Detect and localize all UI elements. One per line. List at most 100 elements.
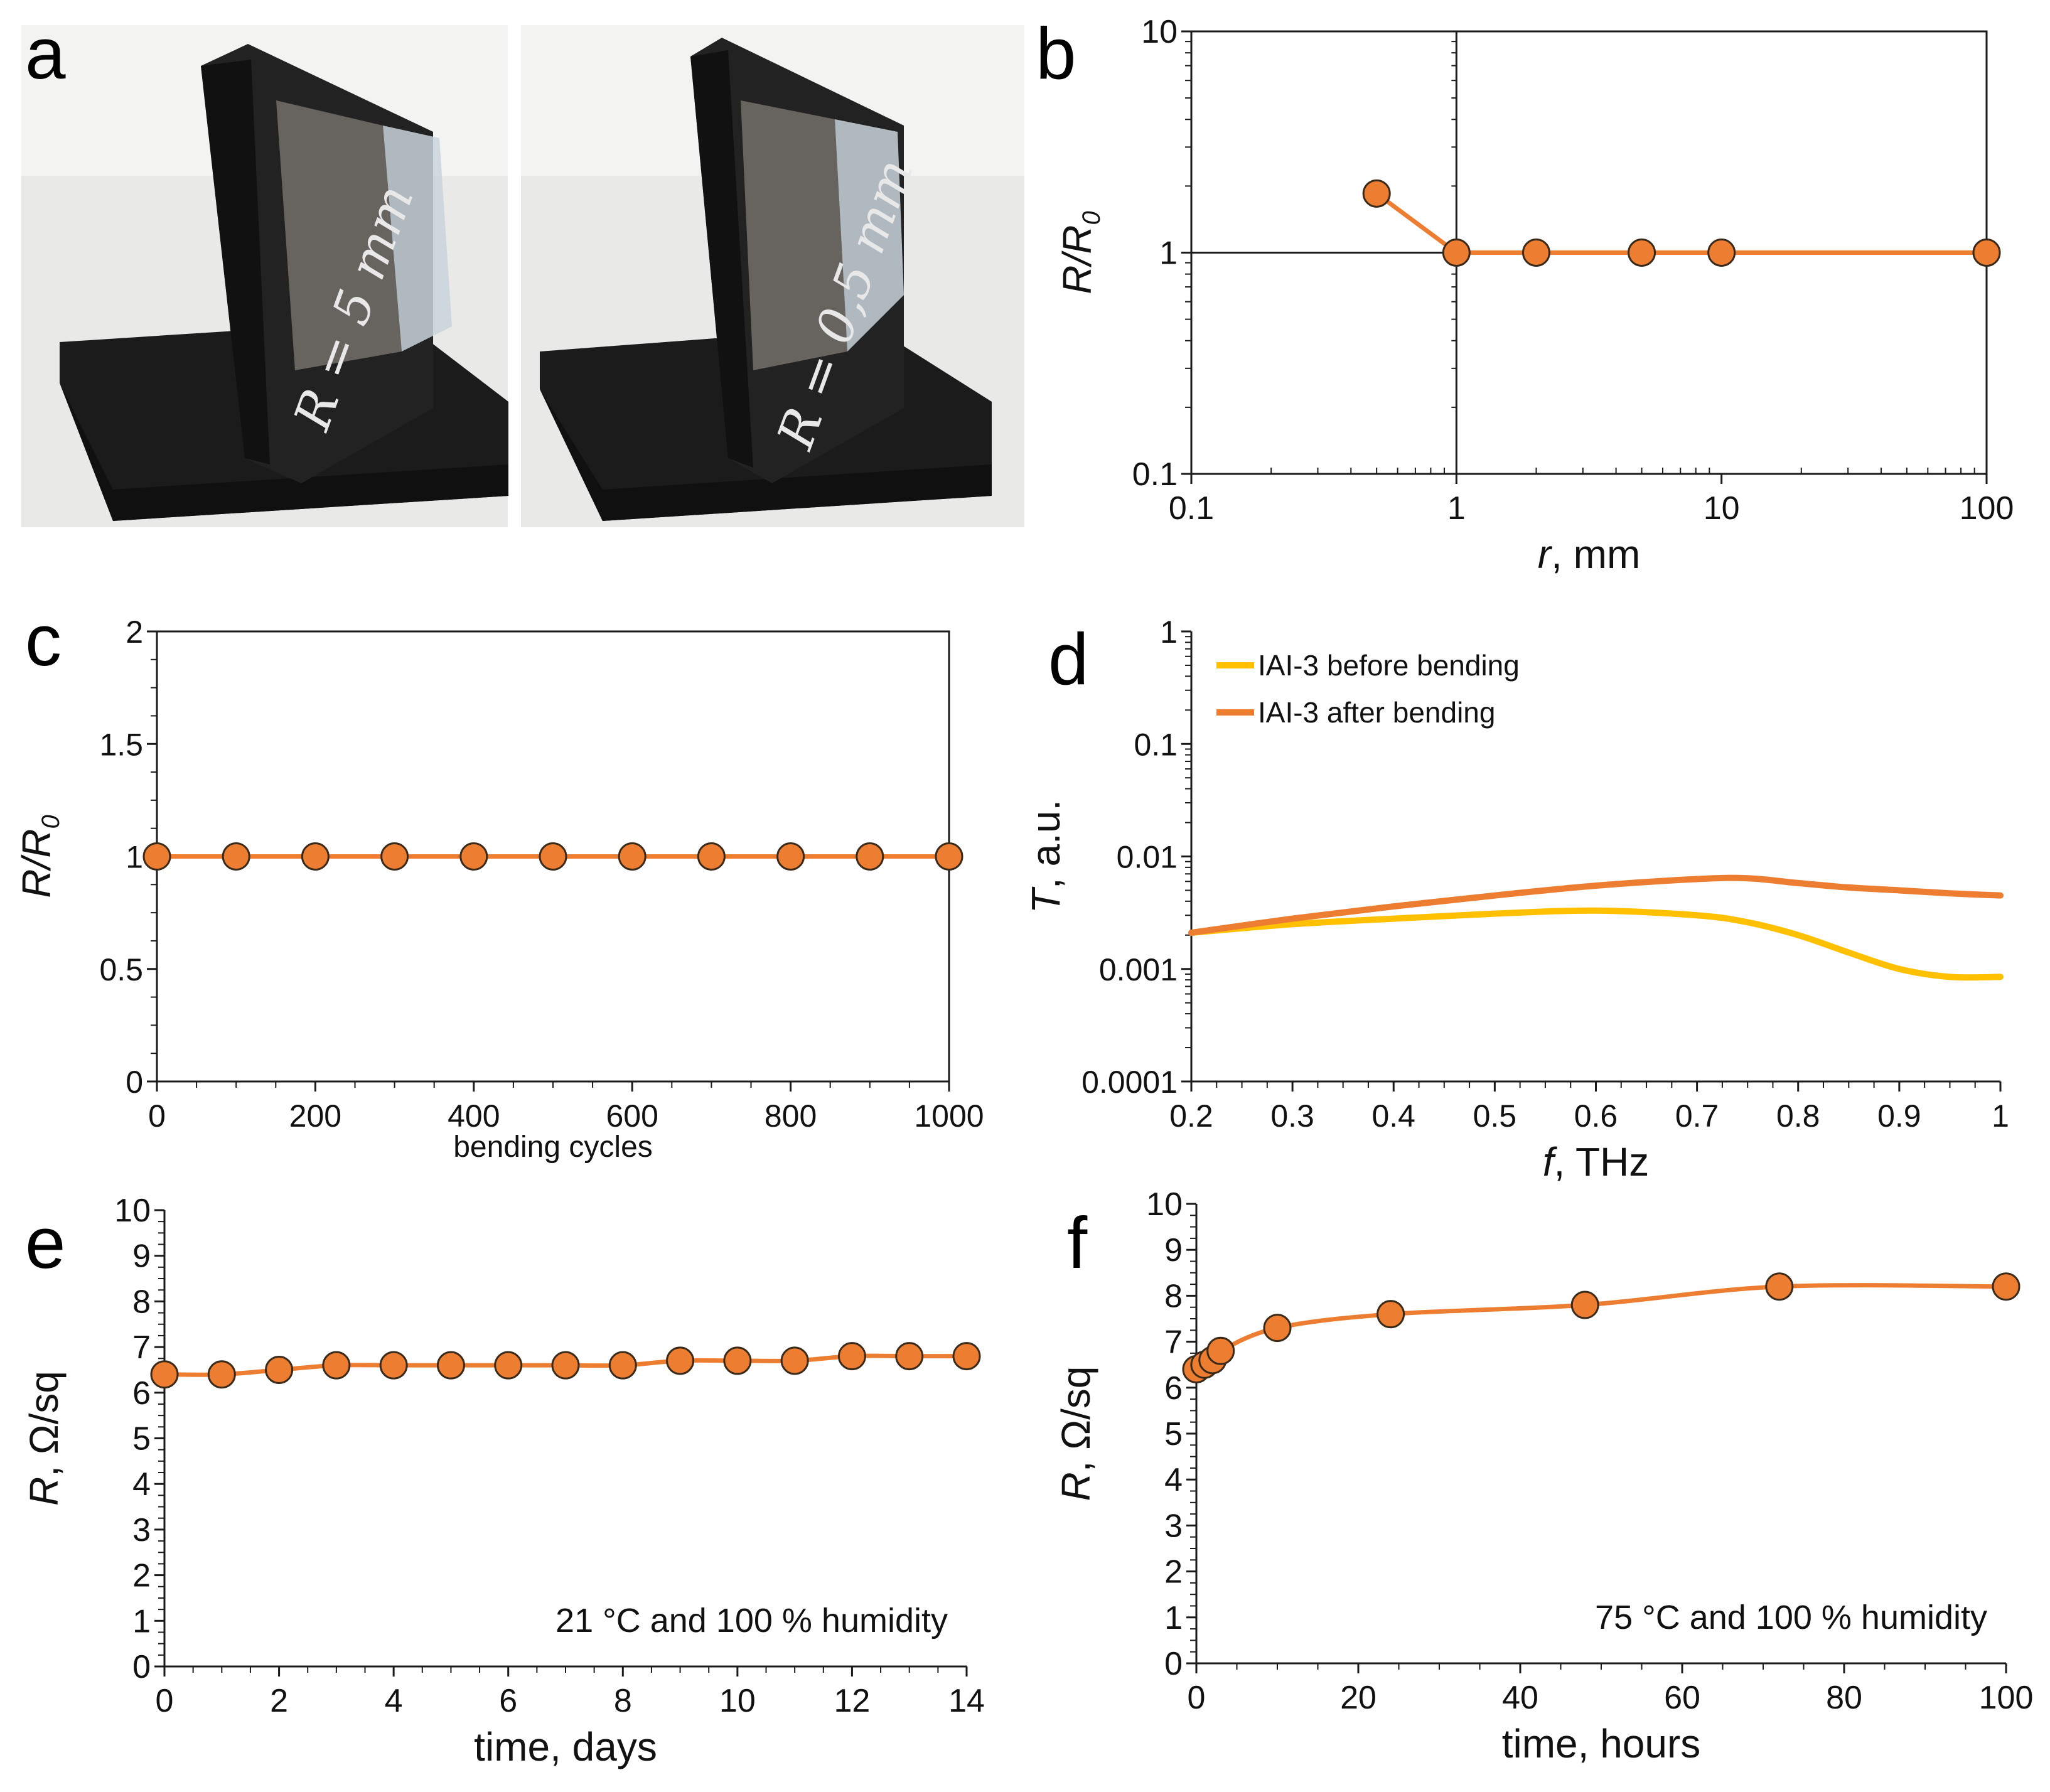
data-point-e [666, 1346, 695, 1375]
y-axis-unit-d: , a.u. [1023, 800, 1068, 889]
y-tick-label-f: 8 [1164, 1278, 1183, 1314]
y-tick-label-f: 2 [1164, 1554, 1183, 1591]
x-axis-title-d: f, THz [1543, 1139, 1650, 1184]
y-tick-label-b: 0.1 [1132, 456, 1178, 493]
data-point-c [459, 842, 488, 871]
x-axis-var-b: r [1538, 532, 1553, 577]
x-axis-title-e: time, days [474, 1724, 657, 1769]
x-tick-label-e: 10 [719, 1683, 756, 1719]
data-point-e [895, 1342, 924, 1371]
panel-label-a: a [25, 13, 66, 94]
y-axis-var-c: R/R [14, 829, 59, 898]
data-point-e [494, 1351, 523, 1380]
y-tick-label-c: 1.5 [99, 727, 143, 762]
y-axis-title-c: R/R0 [14, 815, 65, 898]
y-tick-label-b: 10 [1141, 14, 1178, 50]
x-tick-label-e: 8 [614, 1683, 632, 1719]
panel-label-f: f [1067, 1202, 1088, 1284]
y-tick-label-f: 5 [1164, 1416, 1183, 1452]
x-tick-label-f: 20 [1340, 1680, 1377, 1716]
x-axis-unit-d: , THz [1554, 1139, 1650, 1184]
data-point-c [539, 842, 567, 871]
y-tick-label-d: 1 [1160, 614, 1178, 650]
x-tick-label-d: 0.7 [1675, 1098, 1719, 1134]
x-tick-label-c: 1000 [914, 1098, 984, 1134]
panel-label-d: d [1048, 618, 1089, 700]
y-tick-label-c: 2 [126, 614, 143, 650]
y-axis-var-e: R [21, 1477, 67, 1506]
annotation-e: 21 °C and 100 % humidity [555, 1602, 948, 1639]
data-point-e [837, 1342, 866, 1371]
x-tick-label-c: 800 [765, 1098, 817, 1134]
x-tick-label-f: 100 [1979, 1680, 2034, 1716]
data-point-b [1362, 179, 1391, 208]
y-tick-label-d: 0.0001 [1081, 1065, 1178, 1100]
data-point-e [322, 1351, 351, 1380]
y-axis-sub-c: 0 [37, 815, 65, 829]
data-point-e [780, 1346, 809, 1375]
y-tick-label-e: 7 [132, 1329, 151, 1366]
y-axis-unit-f: , Ω/sq [1053, 1366, 1098, 1473]
data-point-f [1570, 1290, 1599, 1319]
data-point-f [1992, 1272, 2020, 1301]
x-tick-label-f: 40 [1502, 1680, 1538, 1716]
x-tick-label-f: 60 [1664, 1680, 1700, 1716]
y-tick-label-e: 8 [132, 1284, 151, 1320]
y-axis-title-f: R, Ω/sq [1053, 1366, 1098, 1501]
y-tick-label-c: 1 [126, 840, 143, 875]
data-point-c [142, 842, 171, 871]
data-point-c [380, 842, 409, 871]
y-tick-label-e: 5 [132, 1421, 151, 1457]
data-point-f [1377, 1300, 1405, 1329]
y-tick-label-e: 6 [132, 1375, 151, 1412]
y-tick-label-f: 0 [1164, 1646, 1183, 1682]
x-tick-label-d: 1 [1992, 1098, 2009, 1134]
data-point-c [222, 842, 250, 871]
series-line-f-0 [1194, 1283, 2009, 1372]
data-point-f [1765, 1272, 1794, 1301]
data-point-f [1263, 1314, 1292, 1343]
x-tick-label-c: 400 [448, 1098, 500, 1134]
data-point-e [207, 1360, 236, 1389]
y-axis-title-e: R, Ω/sq [21, 1371, 67, 1506]
y-tick-label-d: 0.1 [1134, 727, 1178, 762]
x-tick-label-e: 0 [156, 1683, 174, 1719]
y-tick-label-f: 7 [1164, 1324, 1183, 1361]
x-tick-label-e: 2 [270, 1683, 288, 1719]
y-axis-title-b: R/R0 [1055, 211, 1105, 294]
chart-b: 0.1 1 10 100 0.1 1 10 r, mm R/R0 [1055, 14, 2014, 577]
y-tick-label-e: 1 [132, 1603, 151, 1639]
y-tick-label-e: 2 [132, 1558, 151, 1594]
y-tick-label-f: 10 [1146, 1186, 1183, 1223]
y-tick-label-c: 0 [126, 1065, 143, 1100]
legend-label-d-1: IAI-3 after bending [1258, 696, 1495, 729]
x-tick-label-e: 12 [834, 1683, 871, 1719]
x-axis-title-f: time, hours [1502, 1721, 1701, 1766]
data-point-b [1442, 239, 1471, 267]
x-axis-title-c: bending cycles [453, 1130, 653, 1164]
series-line-d-0 [1188, 907, 2004, 981]
data-point-e [150, 1360, 179, 1389]
x-tick-label-d: 0.9 [1877, 1098, 1921, 1134]
data-point-e [551, 1351, 580, 1380]
y-tick-label-f: 1 [1164, 1600, 1183, 1636]
x-axis-unit-b: , mm [1551, 532, 1640, 577]
y-tick-label-f: 4 [1164, 1462, 1183, 1498]
y-axis-var-b: R/R [1055, 225, 1100, 294]
data-point-c [301, 842, 330, 871]
y-tick-label-e: 0 [132, 1649, 151, 1685]
x-tick-label-c: 600 [606, 1098, 658, 1134]
data-point-c [618, 842, 647, 871]
x-tick-label-b: 100 [1960, 490, 2014, 527]
data-point-e [379, 1351, 408, 1380]
y-tick-label-f: 6 [1164, 1370, 1183, 1407]
photo-left: R = 5 mm [21, 25, 508, 527]
x-tick-label-d: 0.3 [1270, 1098, 1314, 1134]
x-tick-label-d: 0.4 [1371, 1098, 1415, 1134]
series-line-d-1 [1188, 874, 2004, 936]
data-point-b [1707, 239, 1736, 267]
annotation-f: 75 °C and 100 % humidity [1595, 1599, 1987, 1636]
panel-label-b: b [1036, 13, 1076, 94]
data-point-c [697, 842, 726, 871]
